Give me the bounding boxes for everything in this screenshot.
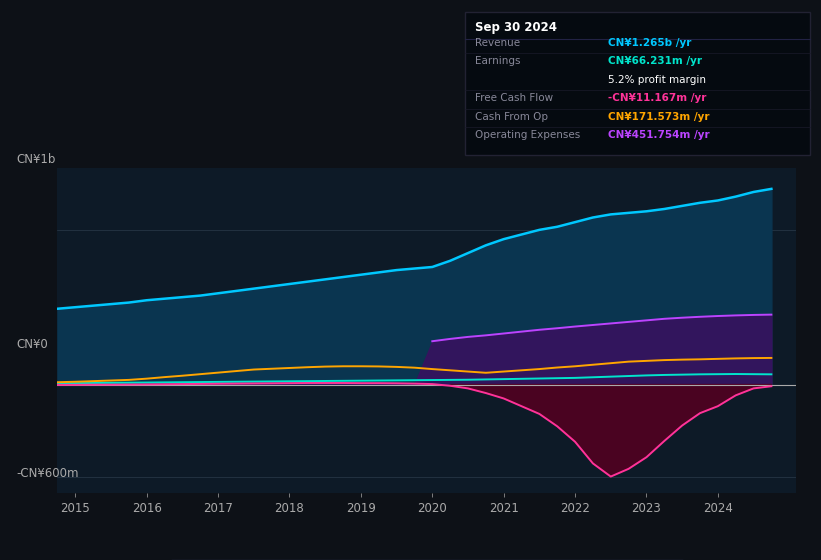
Text: Sep 30 2024: Sep 30 2024 xyxy=(475,21,557,34)
Text: Revenue: Revenue xyxy=(475,38,520,48)
Text: CN¥1.265b /yr: CN¥1.265b /yr xyxy=(608,38,692,48)
Text: Earnings: Earnings xyxy=(475,57,520,67)
Text: Free Cash Flow: Free Cash Flow xyxy=(475,94,553,104)
Text: Operating Expenses: Operating Expenses xyxy=(475,130,580,141)
Text: CN¥66.231m /yr: CN¥66.231m /yr xyxy=(608,57,702,67)
Text: CN¥1b: CN¥1b xyxy=(16,153,56,166)
Text: -CN¥11.167m /yr: -CN¥11.167m /yr xyxy=(608,94,707,104)
Text: Cash From Op: Cash From Op xyxy=(475,112,548,122)
Text: CN¥0: CN¥0 xyxy=(16,338,48,351)
Text: CN¥451.754m /yr: CN¥451.754m /yr xyxy=(608,130,710,141)
Text: 5.2% profit margin: 5.2% profit margin xyxy=(608,75,706,85)
Text: -CN¥600m: -CN¥600m xyxy=(16,466,79,480)
Text: CN¥171.573m /yr: CN¥171.573m /yr xyxy=(608,112,710,122)
